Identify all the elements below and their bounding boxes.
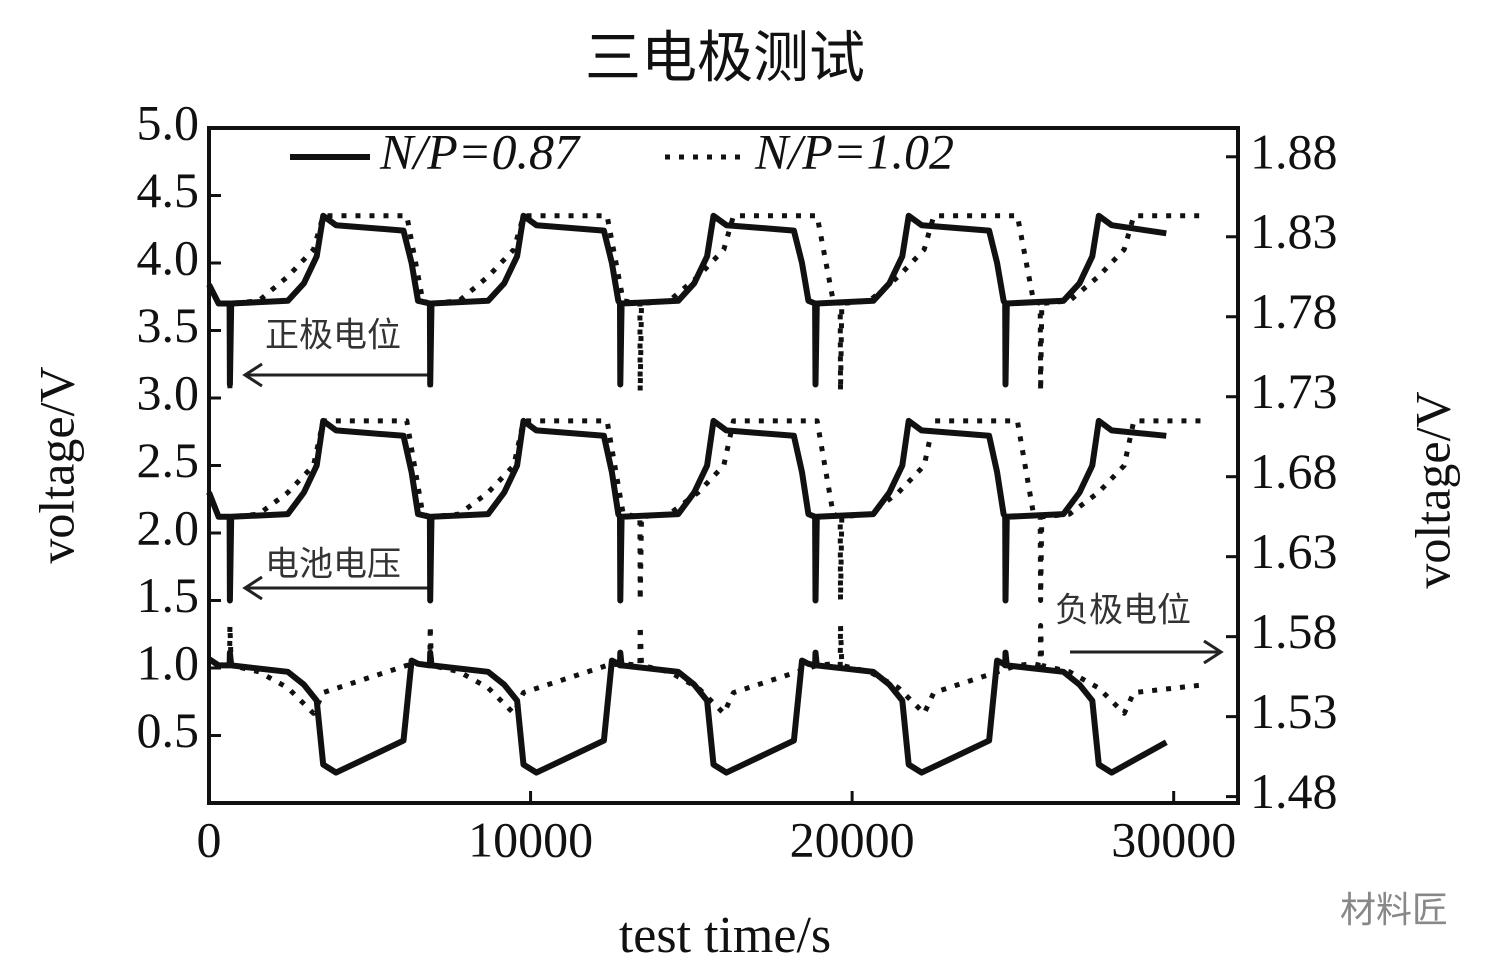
series-line xyxy=(207,649,1168,776)
x-axis-label: test time/s xyxy=(619,907,831,964)
y2-tick-label: 1.88 xyxy=(1250,123,1338,179)
x-tick-label: 0 xyxy=(197,811,222,867)
y-tick-label: 3.5 xyxy=(137,297,200,353)
annotation: 正极电位 xyxy=(265,316,401,356)
watermark: 材料匠 xyxy=(1340,890,1448,931)
y2-tick-label: 1.68 xyxy=(1250,443,1338,499)
y2-tick-label: 1.53 xyxy=(1250,683,1338,739)
x-tick-label: 10000 xyxy=(468,811,593,867)
y-tick-label: 2.5 xyxy=(137,432,200,488)
y-tick-label: 2.0 xyxy=(137,499,200,555)
y-tick-label: 4.5 xyxy=(137,162,200,218)
arrowhead xyxy=(242,575,263,601)
series-line xyxy=(206,212,1167,388)
x-tick-label: 20000 xyxy=(790,811,915,867)
arrowhead xyxy=(242,362,263,388)
y-tick-label: 0.5 xyxy=(137,702,200,758)
series-line xyxy=(207,623,1207,716)
y2-axis-label: voltage/V xyxy=(1404,391,1460,588)
annotation: 负极电位 xyxy=(1055,591,1191,631)
chart-title: 三电极测试 xyxy=(585,26,865,91)
y2-tick-label: 1.48 xyxy=(1250,763,1338,819)
y-tick-label: 1.0 xyxy=(137,634,200,690)
annotation: 电池电压 xyxy=(265,545,401,585)
y2-tick-label: 1.63 xyxy=(1250,523,1338,579)
x-tick-label: 30000 xyxy=(1111,811,1236,867)
y2-tick-label: 1.58 xyxy=(1250,603,1338,659)
y2-tick-label: 1.78 xyxy=(1250,283,1338,339)
y-axis-label: voltage/V xyxy=(28,366,84,563)
series-line xyxy=(206,417,1167,604)
y2-tick-label: 1.73 xyxy=(1250,363,1338,419)
y2-tick-label: 1.83 xyxy=(1250,203,1338,259)
y-tick-label: 1.5 xyxy=(137,567,200,623)
legend-label: N/P=1.02 xyxy=(754,123,954,179)
y-tick-label: 4.0 xyxy=(137,229,200,285)
series-line xyxy=(206,213,1206,394)
arrowhead xyxy=(1203,639,1224,665)
legend-label: N/P=0.87 xyxy=(379,123,581,179)
y-tick-label: 5.0 xyxy=(137,94,200,150)
y-tick-label: 3.0 xyxy=(137,364,200,420)
